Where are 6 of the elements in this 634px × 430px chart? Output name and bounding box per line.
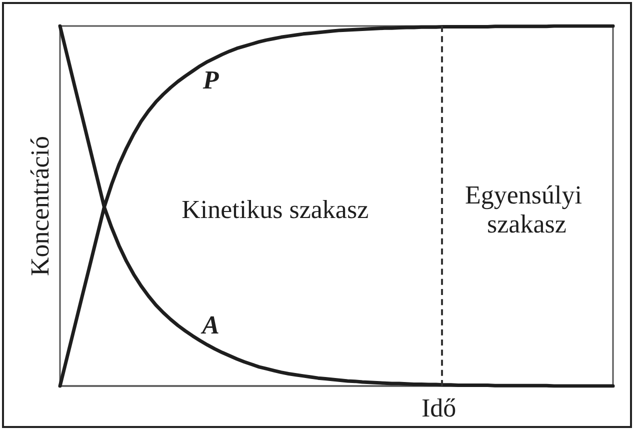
y-axis-title: Koncentráció [26, 136, 54, 276]
series-label: A [200, 310, 220, 340]
annotation: Kinetikus szakasz [182, 195, 369, 224]
annotation: Egyensúlyi szakasz [464, 180, 588, 239]
series-label: P [202, 66, 220, 95]
x-axis-title: Idő [421, 394, 456, 422]
